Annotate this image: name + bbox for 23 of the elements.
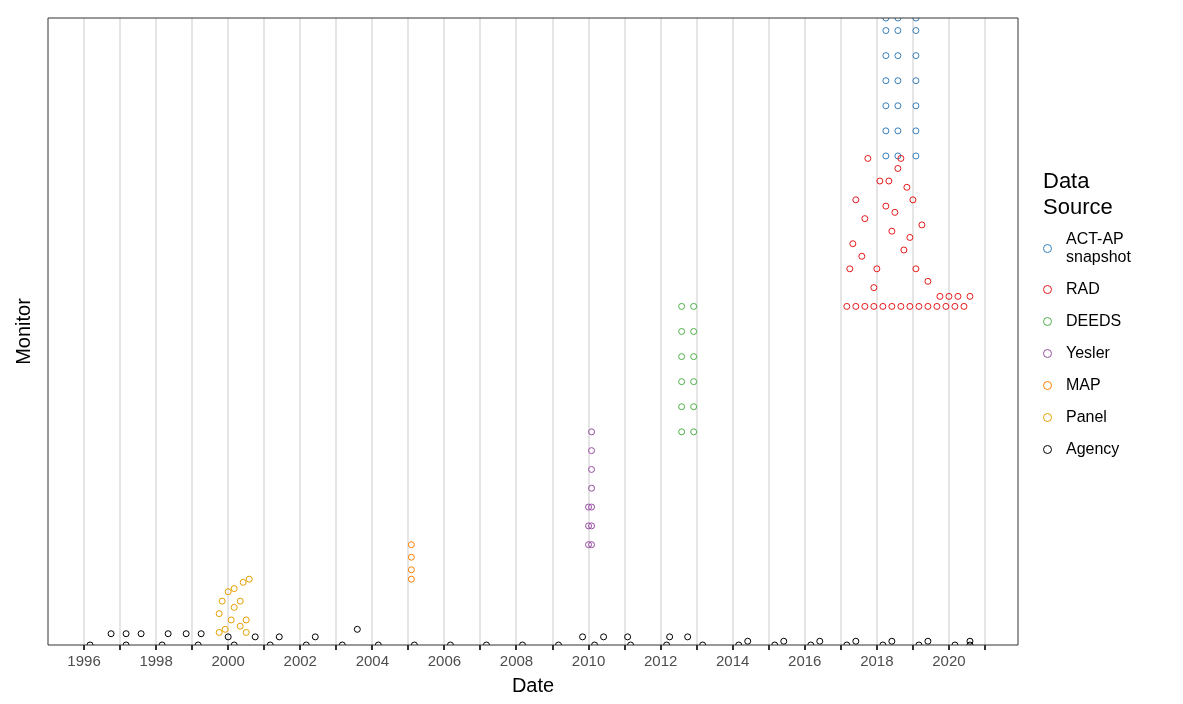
legend-label: RAD	[1066, 280, 1101, 298]
x-tick-label: 2010	[571, 652, 606, 670]
x-tick-label: 2002	[283, 652, 317, 670]
x-tick-label: 1998	[139, 652, 173, 670]
x-tick-label: 2004	[355, 652, 390, 670]
x-tick-label: 2018	[860, 652, 894, 670]
x-tick-label: 2020	[932, 652, 966, 670]
legend-label: Agency	[1066, 440, 1121, 458]
legend-title: Data Source	[1043, 168, 1114, 220]
x-tick-label: 2000	[211, 652, 245, 670]
x-tick-label: 2006	[427, 652, 462, 670]
x-axis-title: Date	[511, 673, 555, 696]
legend-label: Panel	[1066, 408, 1108, 426]
y-axis-title: Monitor	[11, 297, 34, 365]
legend-label: Yesler	[1066, 344, 1111, 362]
x-tick-label: 2014	[716, 652, 750, 670]
legend-label: ACT-AP snapshot	[1066, 230, 1132, 266]
x-tick-label: 1996	[67, 652, 101, 670]
x-tick-label: 2012	[643, 652, 678, 670]
x-tick-label: 2016	[788, 652, 822, 670]
legend-label: MAP	[1066, 376, 1102, 394]
x-tick-label: 2008	[499, 652, 534, 670]
legend-label: DEEDS	[1066, 312, 1123, 330]
